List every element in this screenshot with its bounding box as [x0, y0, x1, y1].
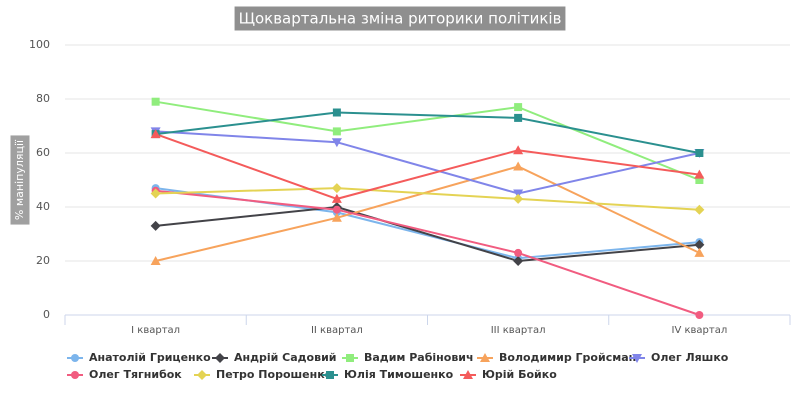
data-point	[331, 138, 342, 148]
legend-label: Олег Ляшко	[651, 351, 729, 364]
y-tick-label: 80	[36, 92, 50, 105]
data-point	[331, 183, 342, 194]
data-point	[514, 103, 523, 112]
data-point	[514, 248, 523, 257]
data-point	[694, 247, 705, 257]
legend-label: Петро Порошенко	[216, 368, 333, 381]
legend-label: Юлія Тимошенко	[344, 368, 454, 381]
series-line	[155, 165, 700, 262]
y-axis-label: % маніпуляції	[13, 139, 26, 220]
data-point	[150, 256, 161, 265]
x-tick-label: IV квартал	[672, 325, 728, 336]
series-line	[155, 111, 700, 154]
data-point	[150, 220, 161, 231]
y-tick-label: 20	[36, 254, 50, 267]
legend-marker	[71, 354, 79, 362]
legend-label: Вадим Рабінович	[364, 351, 474, 364]
chart-title: Щоквартальна зміна риторики політиків	[239, 10, 562, 28]
data-point	[513, 193, 524, 204]
data-point	[151, 97, 160, 106]
x-tick-label: I квартал	[131, 325, 180, 336]
legend-marker	[326, 371, 334, 379]
legend-label: Анатолій Гриценко	[89, 351, 211, 364]
legend-marker	[215, 353, 225, 363]
y-tick-label: 60	[36, 146, 50, 159]
y-tick-label: 100	[29, 38, 50, 51]
data-point	[332, 127, 341, 136]
y-label-box	[10, 135, 30, 225]
series-line	[155, 187, 700, 211]
data-point	[694, 239, 705, 250]
data-point	[332, 205, 341, 214]
data-point	[331, 212, 342, 222]
series-line	[155, 130, 700, 195]
data-point	[514, 113, 523, 122]
x-tick-label: II квартал	[311, 325, 363, 336]
series-line	[155, 100, 700, 181]
data-point	[150, 188, 161, 199]
series-line	[155, 133, 700, 200]
legend-marker	[463, 370, 473, 379]
data-point	[332, 108, 341, 117]
data-point	[694, 204, 705, 215]
legend-marker	[346, 354, 354, 362]
data-point	[695, 311, 704, 319]
data-point	[695, 149, 704, 157]
legend-label: Андрій Садовий	[234, 351, 337, 364]
data-point	[150, 129, 161, 139]
series-line	[155, 205, 700, 263]
data-point	[513, 256, 524, 266]
y-tick-label: 0	[43, 308, 50, 321]
title-box	[234, 6, 566, 31]
legend-marker	[71, 371, 79, 379]
data-point	[695, 176, 704, 184]
data-point	[513, 161, 524, 171]
legend-marker	[480, 353, 490, 362]
data-point	[331, 193, 342, 203]
legend-label: Юрій Бойко	[482, 368, 557, 381]
legend-label: Володимир Гройсман	[499, 351, 636, 364]
x-tick-label: III квартал	[491, 325, 546, 336]
legend-marker	[197, 370, 207, 380]
y-tick-label: 40	[36, 200, 50, 213]
legend-marker	[632, 354, 642, 363]
data-point	[694, 169, 705, 179]
series-line	[155, 189, 700, 316]
legend-label: Олег Тягнибок	[89, 368, 182, 381]
data-point	[513, 145, 524, 155]
